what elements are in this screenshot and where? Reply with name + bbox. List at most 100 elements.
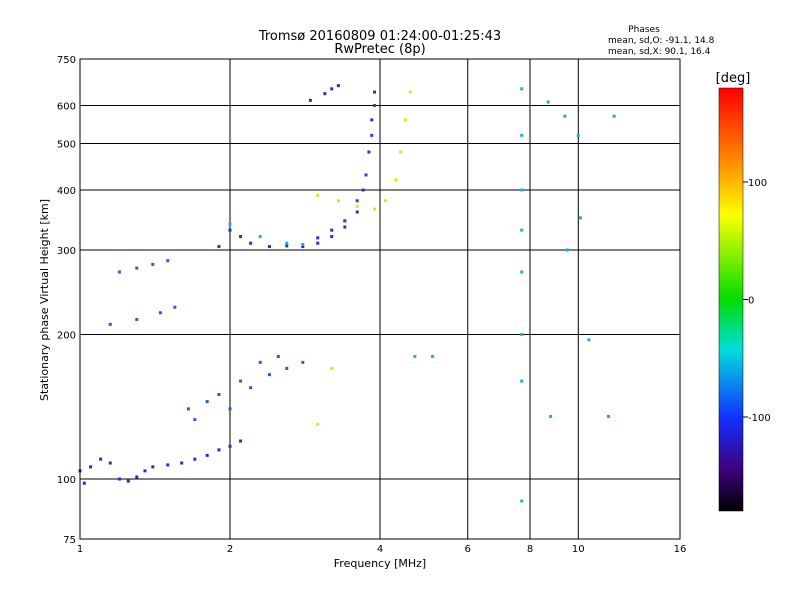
colorbar-tick-label: 100: [748, 178, 767, 189]
data-point: [258, 360, 262, 364]
data-point: [587, 338, 591, 342]
y-tick-label: 600: [57, 102, 76, 113]
phase-stats-x: mean, sd,X: 90.1, 16.4: [608, 47, 711, 57]
data-point: [135, 266, 139, 270]
data-point: [607, 414, 611, 418]
data-point: [355, 199, 359, 203]
x-tick-label: 4: [377, 544, 383, 555]
data-point: [217, 245, 221, 249]
y-axis-ticks: 75 100 200 300 400 500 600 750: [57, 55, 76, 546]
data-point: [117, 477, 121, 481]
data-point: [373, 207, 377, 211]
data-point: [403, 118, 407, 122]
data-point: [301, 360, 305, 364]
data-point: [343, 219, 347, 223]
data-point: [563, 114, 567, 118]
data-point: [336, 199, 340, 203]
data-point: [249, 241, 253, 245]
y-tick-label: 200: [57, 331, 76, 342]
data-point: [549, 414, 553, 418]
data-point: [370, 133, 374, 137]
data-points: [78, 84, 616, 503]
data-point: [612, 114, 616, 118]
data-point: [228, 228, 232, 232]
data-point: [316, 193, 320, 197]
data-point: [158, 311, 162, 315]
data-point: [228, 222, 232, 226]
data-point: [323, 92, 327, 96]
data-point: [330, 87, 334, 91]
y-tick-label: 300: [57, 246, 76, 257]
data-point: [546, 100, 550, 104]
data-point: [330, 366, 334, 370]
data-point: [565, 248, 569, 252]
data-point: [205, 453, 209, 457]
data-point: [173, 305, 177, 309]
y-tick-label: 500: [57, 140, 76, 151]
data-point: [367, 150, 371, 154]
data-point: [431, 354, 435, 358]
data-point: [126, 479, 130, 483]
chart-subtitle: RwPretec (8p): [334, 42, 425, 57]
data-point: [258, 235, 262, 239]
data-point: [336, 84, 340, 88]
x-tick-label: 1: [77, 544, 83, 555]
data-point: [355, 204, 359, 208]
x-axis-ticks: 1 2 4 6 8 10 16: [77, 544, 687, 555]
x-tick-label: 6: [465, 544, 471, 555]
data-point: [193, 457, 197, 461]
data-point: [239, 235, 243, 239]
data-point: [301, 245, 305, 249]
data-point: [361, 188, 365, 192]
data-point: [249, 386, 253, 390]
data-point: [301, 243, 305, 247]
data-point: [267, 373, 271, 377]
data-point: [228, 444, 232, 448]
data-point: [520, 333, 524, 337]
data-point: [276, 354, 280, 358]
data-point: [394, 178, 398, 182]
data-point: [143, 469, 147, 473]
data-point: [370, 118, 374, 122]
colorbar-tick-label: -100: [748, 413, 771, 424]
plot-frame: [79, 58, 681, 540]
data-point: [89, 465, 93, 469]
data-point: [355, 210, 359, 214]
data-point: [285, 244, 289, 248]
data-point: [330, 228, 334, 232]
data-point: [383, 199, 387, 203]
data-point: [578, 216, 582, 220]
data-point: [373, 104, 377, 108]
data-point: [408, 90, 412, 94]
y-tick-label: 75: [63, 535, 76, 546]
data-point: [520, 133, 524, 137]
y-axis-label: Stationary phase Virtual Height [km]: [38, 199, 51, 401]
phase-stats-title: Phases: [628, 25, 660, 35]
data-point: [267, 245, 271, 249]
data-point: [108, 461, 112, 465]
grid-lines: [80, 59, 680, 539]
colorbar-tick-label: 0: [748, 296, 754, 307]
data-point: [108, 322, 112, 326]
data-point: [166, 259, 170, 263]
data-point: [117, 270, 121, 274]
data-point: [239, 379, 243, 383]
data-point: [316, 422, 320, 426]
x-tick-label: 16: [674, 544, 687, 555]
x-tick-label: 8: [527, 544, 533, 555]
data-point: [520, 228, 524, 232]
data-point: [205, 400, 209, 404]
colorbar-label: [deg]: [716, 71, 751, 86]
data-point: [316, 236, 320, 240]
data-point: [217, 393, 221, 397]
data-point: [135, 317, 139, 321]
data-point: [151, 262, 155, 266]
data-point: [99, 457, 103, 461]
data-point: [520, 270, 524, 274]
colorbar-ticks: 100 0 -100: [743, 178, 771, 424]
data-point: [330, 235, 334, 239]
data-point: [135, 475, 139, 479]
data-point: [520, 379, 524, 383]
y-tick-label: 750: [57, 55, 76, 66]
data-point: [364, 173, 368, 177]
